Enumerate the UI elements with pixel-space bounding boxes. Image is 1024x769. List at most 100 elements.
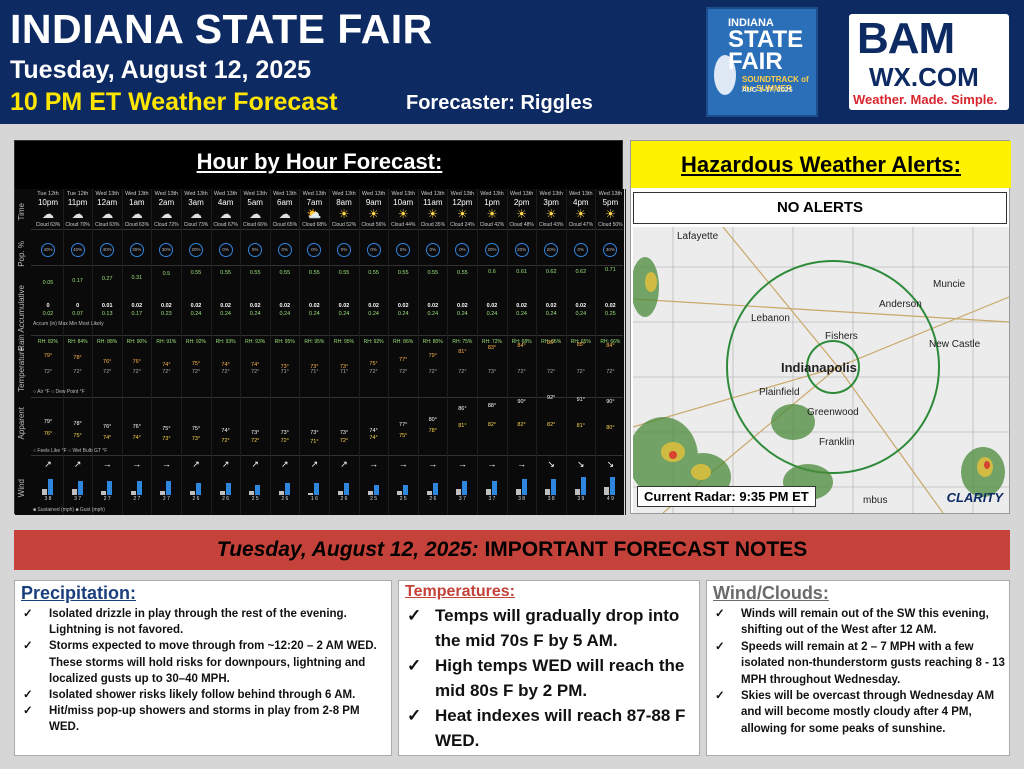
relative-humidity: RH: 91% [156,339,177,345]
sky-condition-icon: ☁ [278,207,291,221]
city-anderson: Anderson [879,299,922,310]
sky-condition-icon: ☀ [545,207,557,221]
wet-bulb-temp: 74° [369,434,378,441]
precip-chance: 0% [218,243,233,257]
wind-gust-bar [432,483,438,495]
rain-accum-likely: 0.24 [279,311,291,317]
rain-accum-likely: 0.24 [338,311,350,317]
dew-point: 72° [369,369,378,375]
rain-max: 0.27 [101,275,113,282]
wind-direction-icon: → [457,459,467,469]
air-temp: 86° [547,339,556,346]
note-text: Isolated shower risks likely follow behi… [49,689,356,702]
rain-accum-likely: 0.24 [368,311,379,317]
column-separator [388,189,390,515]
hour-label: 1am [129,198,145,207]
check-icon: ✓ [23,689,33,702]
rain-accum: 0.02 [279,303,291,309]
precip-chance: 0% [337,243,351,257]
check-icon: ✓ [407,656,422,675]
bamwx-logo: BAM WX.COM Weather. Made. Simple. [849,14,1009,110]
column-separator [329,189,330,515]
list-item: ✓ Winds will remain out of the SW this ev… [713,606,1005,639]
wind-sustained-bar [160,491,166,495]
fair-logo-line2: STATE FAIR [728,26,804,75]
feels-like-temp: 92° [547,395,556,402]
wind-sustained-bar [486,489,491,495]
temp-legend: ○ Air °F ○ Dew Point °F [33,389,85,395]
wind-direction-icon: → [398,459,408,469]
wind-values: 2 6 [192,496,200,502]
rain-accum-likely: 0.24 [397,311,409,317]
feels-like-temp: 75° [191,426,201,432]
city-muncie: Muncie [933,279,966,290]
rain-max: 0.62 [575,268,587,275]
wind-direction-icon: ↗ [44,459,52,469]
wet-bulb-temp: 82° [547,421,556,428]
sky-condition-icon: ☁ [219,207,232,221]
column-separator [151,189,153,515]
relative-humidity: RH: 92% [185,339,206,345]
feels-like-temp: 74° [221,427,230,434]
rain-accum: 0.02 [220,303,231,309]
precip-chance: 0% [573,243,588,257]
air-temp: 73° [310,364,319,371]
rain-accum: 0 [46,303,50,309]
wind-sustained-bar [249,491,255,495]
rain-accum: 0.01 [101,303,113,309]
rain-accum-likely: 0.24 [486,311,498,317]
note-text: Speeds will remain at 2 – 7 MPH with a f… [741,640,1005,686]
rain-max: 0.55 [427,270,439,276]
feels-like-temp: 86° [458,406,467,413]
rain-accum-likely: 0.24 [190,311,202,317]
radar-map-svg [633,227,1009,513]
feels-like-temp: 80° [428,417,437,423]
wet-bulb-temp: 76° [43,431,53,438]
relative-humidity: RH: 80% [422,339,443,345]
air-temp: 74° [251,362,260,369]
column-separator [269,189,271,515]
city-franklin: Franklin [819,437,855,448]
hour-label: 5pm [602,198,619,207]
row-label-wind: Wind [17,479,26,498]
rain-max: 0.55 [220,270,231,276]
dew-point: 72° [132,369,141,375]
wind-gust-bar [403,485,409,495]
rain-accum-likely: 0.24 [575,311,587,317]
relative-humidity: RH: 90% [126,339,147,345]
rain-accum-likely: 0.24 [220,311,231,317]
wind-gust-bar [373,485,379,495]
rain-max: 0.17 [72,277,83,284]
wind-values: 2 7 [133,496,141,502]
wind-legend: ■ Sustained (mph) ■ Gust (mph) [33,507,105,513]
list-item: ✓ Hit/miss pop-up showers and storms in p… [21,703,387,735]
wind-gust-bar [462,481,468,495]
wet-bulb-temp: 78° [428,428,437,435]
air-temp: 76° [132,358,141,365]
row-separator [31,265,623,266]
air-temp: 74° [221,362,230,369]
row-label-pop: Pop. % [17,241,26,267]
column-separator [181,189,182,515]
wind-clouds-list: ✓ Winds will remain out of the SW this ev… [713,606,1005,737]
hour-label: 8am [336,198,352,207]
wind-gust-bar [166,481,172,495]
hour-label: 12pm [452,198,473,207]
hour-by-hour-panel: Hour by Hour Forecast: Time Pop. % Rain Ac… [14,140,626,515]
relative-humidity: RH: 86% [393,339,414,345]
column-separator [62,189,64,515]
column-separator [92,189,94,515]
sky-condition-icon: ☀ [457,207,468,221]
hour-label: 1pm [484,198,500,207]
feels-like-temp: 79° [43,418,53,425]
cloud-cover: Cloud 43% [538,222,564,228]
hour-label: 3am [188,198,204,207]
precip-chance: 0% [366,243,381,257]
wind-gust-bar [48,479,53,495]
wind-direction-icon: → [517,459,527,469]
temperatures-heading: Temperatures: [405,583,515,600]
wet-bulb-temp: 74° [103,434,112,441]
rain-max: 0.55 [249,270,261,276]
hour-day-label: Tue 12th [37,191,59,197]
sky-condition-icon: ☁ [190,207,202,221]
